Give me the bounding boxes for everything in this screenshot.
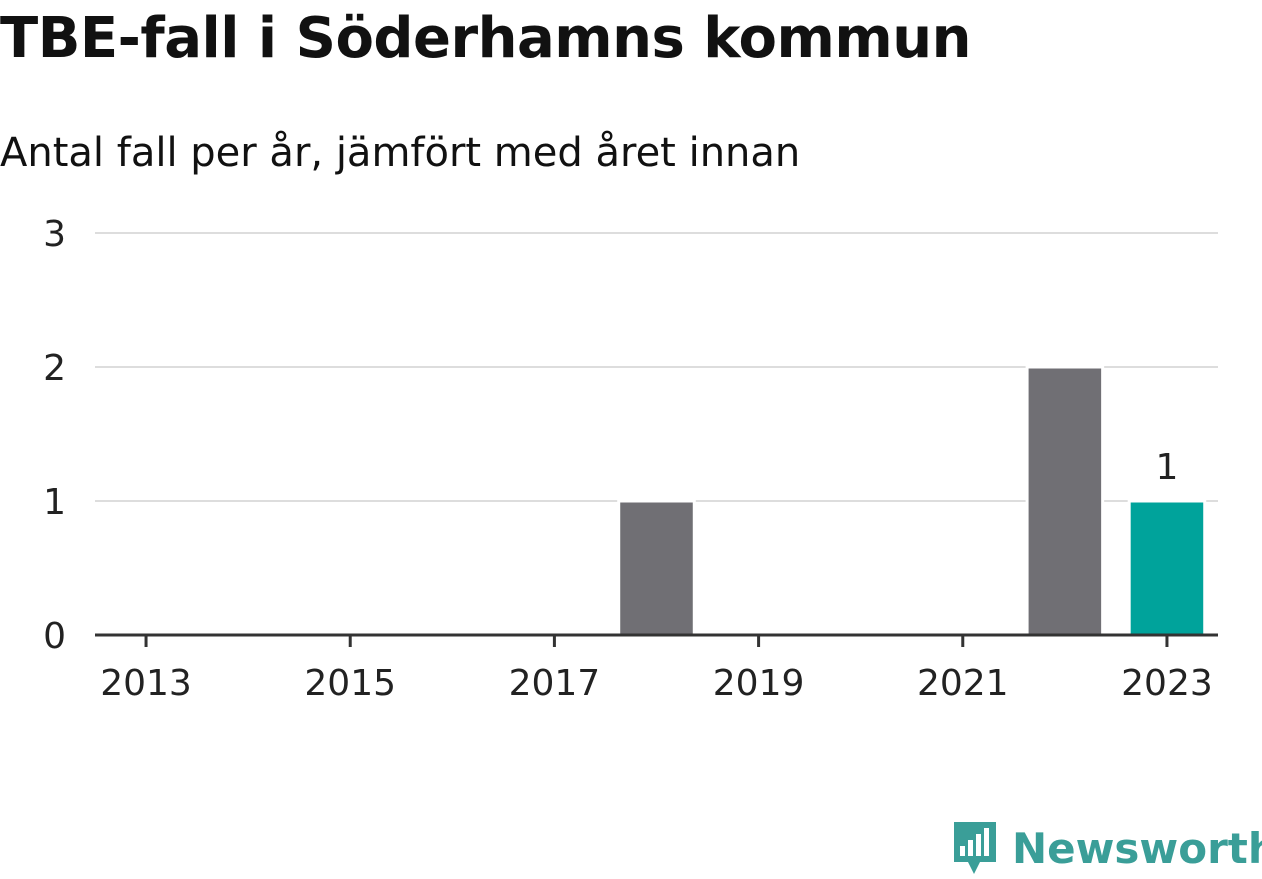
x-tick-label: 2019: [713, 663, 805, 704]
brand-name: Newsworthy: [1012, 823, 1262, 873]
bar: [1127, 499, 1207, 637]
y-tick-label: 2: [43, 348, 66, 389]
x-tick-label: 2017: [509, 663, 601, 704]
x-tick-label: 2023: [1121, 663, 1213, 704]
chart-subtitle: Antal fall per år, jämfört med året inna…: [0, 130, 801, 176]
y-tick-label: 1: [43, 482, 66, 523]
brand-logo: Newsworthy: [950, 818, 1262, 878]
x-tick-label: 2013: [100, 663, 192, 704]
data-label: 1: [1156, 447, 1179, 488]
x-tick-label: 2015: [304, 663, 396, 704]
chart-title: TBE-fall i Söderhamns kommun: [0, 6, 971, 71]
y-tick-label: 3: [43, 214, 66, 255]
y-tick-label: 0: [43, 616, 66, 657]
x-tick-label: 2021: [917, 663, 1009, 704]
newsworthy-logo-icon: [954, 822, 996, 874]
bar: [1025, 365, 1105, 637]
bar: [617, 499, 696, 637]
